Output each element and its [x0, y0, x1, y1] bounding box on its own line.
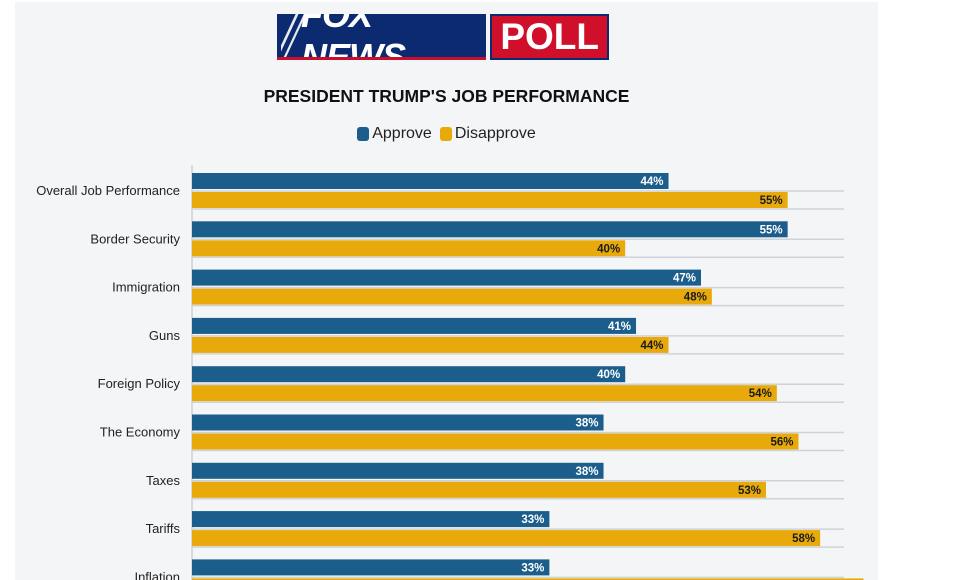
category-label: Border Security: [90, 231, 180, 246]
poll-badge: POLL: [490, 14, 609, 60]
data-label-approve: 44%: [640, 176, 663, 188]
data-label-approve: 41%: [608, 321, 631, 333]
bar-approve: [192, 511, 550, 528]
legend-label-approve: Approve: [372, 125, 432, 142]
data-label-approve: 33%: [521, 514, 544, 526]
bar-disapprove: [192, 481, 766, 498]
bar-disapprove: [192, 336, 669, 353]
data-label-approve: 38%: [576, 418, 599, 430]
data-label-approve: 47%: [673, 273, 696, 285]
category-label: The Economy: [100, 425, 181, 440]
data-label-approve: 38%: [576, 466, 599, 478]
fox-news-text: FOX NEWS: [301, 14, 406, 60]
bar-approve: [192, 414, 604, 431]
bar-disapprove: [192, 192, 788, 208]
bar-disapprove: [192, 578, 864, 580]
data-label-disapprove: 54%: [749, 388, 772, 400]
fox-news-logo: FOX NEWS: [277, 14, 487, 60]
fox-news-poll-logo: FOX NEWS POLL: [277, 14, 609, 60]
category-label: Immigration: [112, 280, 180, 295]
bar-approve: [192, 366, 626, 383]
category-label: Inflation: [134, 569, 180, 580]
bar-disapprove: [192, 530, 821, 547]
data-label-disapprove: 40%: [597, 243, 620, 255]
data-label-disapprove: 55%: [760, 195, 783, 207]
chart-legend: Approve Disapprove: [15, 125, 878, 143]
legend-label-disapprove: Disapprove: [454, 125, 536, 142]
data-label-approve: 33%: [521, 562, 544, 574]
data-label-approve: 40%: [597, 369, 620, 381]
bar-disapprove: [192, 433, 799, 450]
bar-chart: Overall Job Performance 44% 55% Border Secu…: [36, 165, 864, 580]
category-label: Foreign Policy: [98, 376, 181, 391]
legend-item-disapprove[interactable]: Disapprove: [439, 125, 536, 143]
data-label-disapprove: 48%: [684, 292, 707, 304]
legend-item-approve[interactable]: Approve: [357, 125, 432, 143]
category-label: Overall Job Performance: [36, 183, 180, 198]
category-label: Taxes: [146, 473, 180, 488]
bar-approve: [192, 317, 637, 334]
bar-approve: [192, 173, 669, 189]
category-label: Tariffs: [146, 521, 181, 536]
searchlight-icon: [281, 14, 309, 57]
data-label-approve: 55%: [760, 224, 783, 236]
data-label-disapprove: 44%: [640, 340, 663, 352]
category-label: Guns: [149, 328, 181, 343]
bar-approve: [192, 559, 550, 576]
data-label-disapprove: 56%: [770, 437, 793, 449]
bar-disapprove: [192, 240, 626, 257]
bar-approve: [192, 462, 604, 479]
chart-panel: FOX NEWS POLL PRESIDENT TRUMP'S JOB PERF…: [15, 2, 878, 580]
bar-approve: [192, 221, 788, 238]
legend-swatch-approve: [357, 127, 370, 141]
bar-disapprove: [192, 288, 712, 305]
legend-swatch-disapprove: [439, 127, 452, 141]
data-label-disapprove: 53%: [738, 485, 761, 497]
bar-approve: [192, 269, 702, 286]
chart-title: PRESIDENT TRUMP'S JOB PERFORMANCE: [263, 86, 630, 106]
data-label-disapprove: 58%: [792, 533, 815, 545]
bar-disapprove: [192, 385, 777, 402]
